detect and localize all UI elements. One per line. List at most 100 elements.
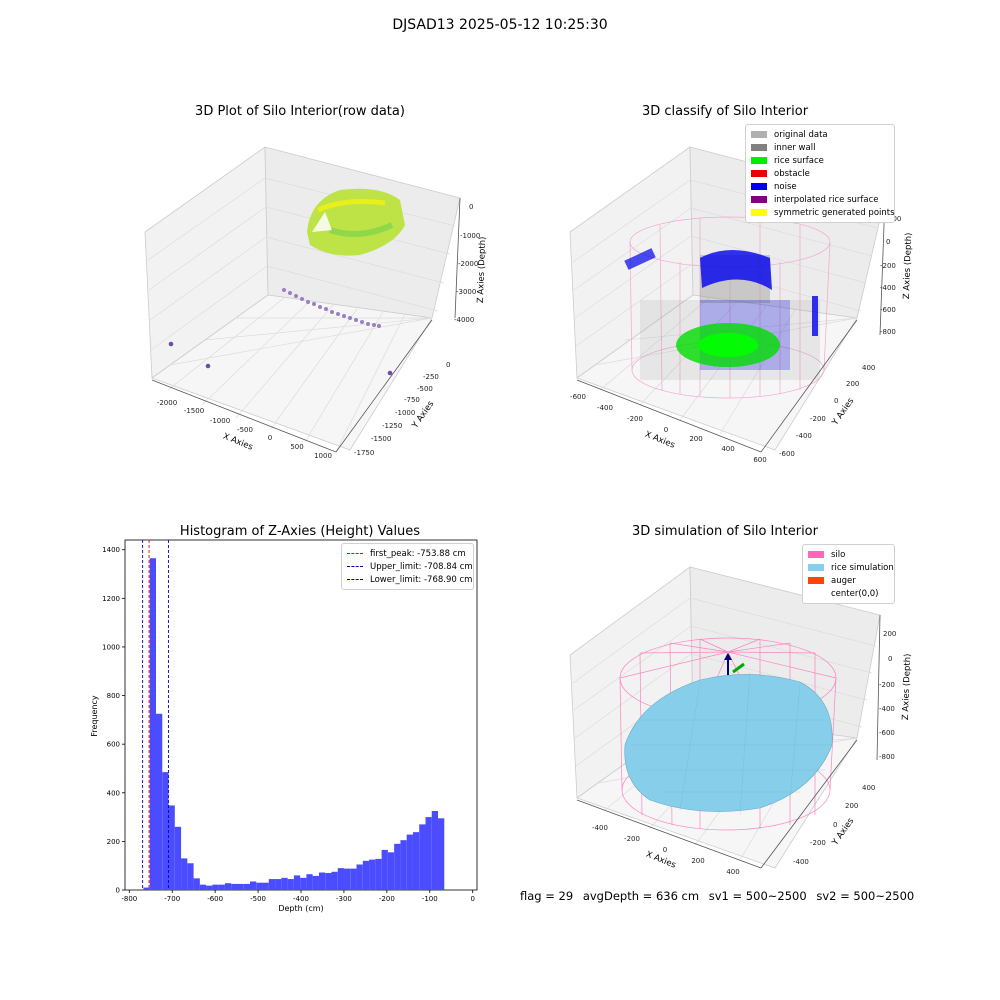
raw-x-tick: 1000 — [314, 452, 332, 460]
silo-swatch — [808, 551, 824, 558]
symmetric-swatch — [751, 209, 767, 216]
legend-label: noise — [774, 181, 797, 192]
sv2-text: sv2 = 500~2500 — [816, 889, 915, 903]
raw-x-axis-line — [151, 379, 337, 453]
raw-point-cloud — [307, 188, 405, 256]
histogram-y-tick-label: 200 — [107, 838, 120, 846]
histogram-bar — [381, 849, 388, 890]
simulation-z-tick: -800 — [879, 753, 895, 761]
histogram-y-tick-label: 0 — [116, 887, 120, 895]
histogram-x-tick-label: -300 — [336, 895, 352, 903]
simulation-y-tick: -400 — [793, 858, 809, 866]
classify-y-tick: -600 — [779, 450, 795, 458]
histogram-bar — [331, 871, 338, 890]
avg-depth-text: avgDepth = 636 cm — [582, 889, 700, 903]
classify-x-tick: 200 — [689, 435, 702, 443]
raw-y-tick: -750 — [404, 396, 420, 404]
histogram-bar — [344, 868, 351, 890]
histogram-bar — [362, 860, 370, 890]
raw-y-tick: -1500 — [371, 435, 391, 443]
simulation-z-tick: 0 — [888, 655, 892, 663]
histogram-legend: first_peak: -753.88 cm Upper_limit: -708… — [341, 543, 474, 590]
flag-text: flag = 29 — [520, 889, 574, 903]
histogram-bar — [250, 881, 257, 890]
raw-z-tick: 0 — [469, 203, 473, 211]
simulation-y-tick: 0 — [833, 821, 837, 829]
histogram-bar — [438, 818, 445, 890]
simulation-y-tick: 400 — [862, 784, 875, 792]
histogram-bar — [275, 879, 282, 890]
classify-x-axis-line — [576, 379, 762, 453]
simulation-x-tick: 400 — [726, 868, 739, 875]
simulation-x-axis-line — [576, 799, 762, 869]
classify-z-tick: -600 — [880, 306, 896, 314]
raw-y-tick: -1250 — [382, 422, 402, 430]
simulation-x-tick: -200 — [624, 835, 640, 843]
histogram-bar — [174, 826, 182, 890]
status-footer: flag = 29 avgDepth = 636 cm sv1 = 500~25… — [520, 889, 920, 903]
histogram-bars — [143, 558, 445, 890]
histogram-x-tick-label: -700 — [164, 895, 180, 903]
classify-x-tick: -600 — [570, 393, 586, 401]
histogram-y-tick-label: 800 — [107, 692, 120, 700]
histogram-bar — [287, 879, 294, 890]
raw-z-tick: -3000 — [456, 288, 476, 296]
raw-y-tick: 0 — [446, 361, 450, 369]
figure-title: DJSAD13 2025-05-12 10:25:30 — [392, 17, 608, 33]
simulation-3d-plot: -400 -200 0 200 400 X Axies 400 200 0 -2… — [569, 566, 913, 875]
classify-x-tick: 600 — [753, 456, 766, 464]
histogram-bar — [375, 858, 382, 890]
legend-label: interpolated rice surface — [774, 194, 879, 205]
histogram-bar — [318, 872, 326, 890]
histogram-bar — [412, 832, 420, 890]
raw-3d-plot: -2000 -1500 -1000 -500 0 500 1000 X Axie… — [144, 146, 488, 460]
legend-entry-center: center(0,0) — [808, 587, 889, 600]
legend-entry-auger: auger — [808, 574, 889, 587]
legend-label: Upper_limit: -708.84 cm — [370, 561, 473, 572]
legend-entry-first-peak: first_peak: -753.88 cm — [347, 547, 468, 560]
histogram-bar — [149, 558, 156, 890]
histogram-bar — [187, 863, 194, 890]
raw-z-axis-line — [454, 197, 461, 319]
histogram-bar — [325, 872, 332, 890]
histogram-bar — [206, 885, 213, 890]
simulation-x-tick: 200 — [691, 857, 704, 865]
raw-x-tick: -1000 — [210, 417, 230, 425]
raw-y-tick: -500 — [417, 385, 433, 393]
simulation-rice-mesh — [630, 671, 832, 816]
inner-wall-swatch — [751, 144, 767, 151]
simulation-y-tick: -200 — [810, 839, 826, 847]
simulation-x-tick: -400 — [592, 824, 608, 832]
legend-entry-silo: silo — [808, 548, 889, 561]
histogram-bar — [231, 883, 238, 890]
sv1-text: sv1 = 500~2500 — [708, 889, 807, 903]
histogram-y-label: Frequency — [90, 695, 99, 737]
classify-z-tick: -200 — [880, 262, 896, 270]
legend-entry-interpolated: interpolated rice surface — [751, 193, 889, 206]
raw-cloud-highlight — [316, 199, 386, 213]
classify-y-tick: 200 — [846, 380, 859, 388]
legend-label: center(0,0) — [831, 588, 879, 599]
histogram-y-ticks: 0 200 400 600 800 1000 1200 1400 — [102, 546, 125, 895]
legend-label: rice surface — [774, 155, 824, 166]
simulation-x-axis-label: X Axies — [644, 850, 677, 871]
histogram-y-tick-label: 600 — [107, 741, 120, 749]
histogram-bar — [199, 884, 207, 890]
legend-entry-noise: noise — [751, 180, 889, 193]
histogram-bar — [168, 805, 175, 890]
raw-z-axis-label: Z Axies (Depth) — [476, 236, 488, 303]
classify-y-tick: 400 — [862, 364, 875, 372]
histogram-x-tick-label: -100 — [422, 895, 438, 903]
histogram-bar — [268, 879, 276, 890]
histogram-bar — [394, 843, 401, 890]
raw-x-tick: 0 — [268, 434, 272, 442]
histogram-bar — [312, 875, 319, 890]
raw-x-axis-label: X Axies — [221, 432, 254, 453]
lower-limit-line-swatch — [347, 579, 363, 580]
classify-x-tick: -200 — [627, 415, 643, 423]
histogram-bar — [369, 859, 376, 890]
legend-entry-obstacle: obstacle — [751, 167, 889, 180]
simulation-y-axis-line — [760, 739, 858, 869]
raw-x-tick: -2000 — [157, 399, 177, 407]
histogram-y-tick-label: 1200 — [102, 595, 120, 603]
